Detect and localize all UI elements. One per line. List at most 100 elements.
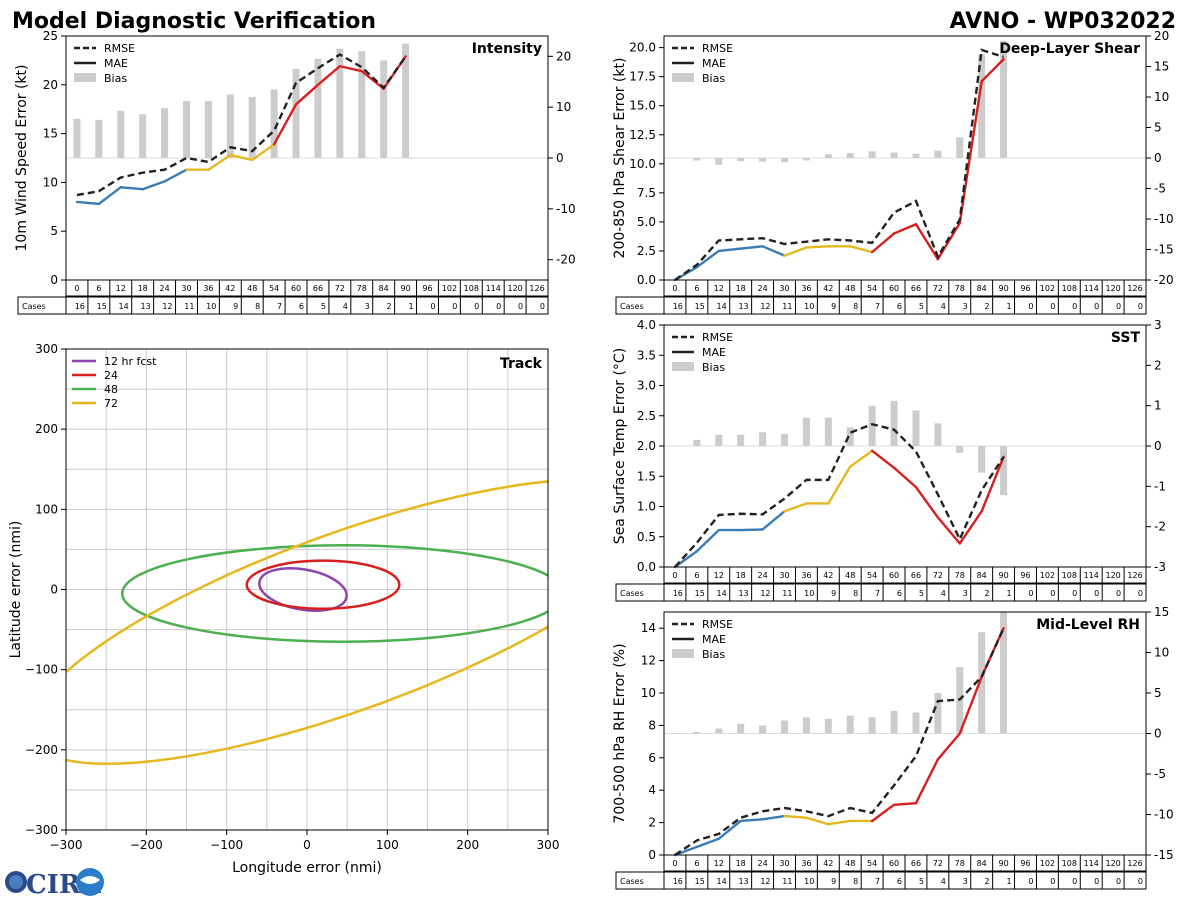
intensity-bias-bar [292, 69, 300, 158]
shear-ytick-label: 20.0 [629, 41, 656, 55]
rh-ylabel: 700-500 hPa RH Error (%) [612, 643, 628, 823]
rh-y2tick-label: -5 [1154, 767, 1166, 781]
rh-case-count: 0 [1028, 877, 1033, 886]
rh-bias-bar [781, 720, 788, 734]
sst-y2tick-label: -3 [1154, 560, 1166, 574]
intensity-bias-bar [117, 110, 125, 158]
shear-case-count: 1 [1006, 302, 1011, 311]
sst-bias-bar [824, 417, 832, 446]
shear-y2tick-label: 5 [1154, 121, 1162, 135]
rh-hour-label: 102 [1040, 859, 1055, 868]
shear-mae-segment [914, 223, 940, 261]
sst-y2tick-label: -2 [1154, 520, 1166, 534]
intensity-legend-bias-swatch [74, 73, 96, 82]
shear-mae-segment [695, 249, 720, 269]
rh-mae-segment [695, 837, 720, 849]
rh-case-count: 12 [760, 877, 770, 886]
sst-bias-bar [868, 405, 876, 446]
shear-hour-label: 126 [1127, 284, 1142, 293]
intensity-legend-rmse-label: RMSE [104, 42, 135, 55]
sst-case-count: 16 [673, 589, 683, 598]
intensity-ytick-label: 0 [50, 273, 58, 287]
intensity-hour-label: 0 [74, 284, 79, 293]
shear-hour-label: 30 [779, 284, 789, 293]
rh-hour-label: 60 [889, 859, 899, 868]
rh-ytick-label: 14 [641, 621, 656, 635]
track-xtick-label: 200 [456, 838, 479, 852]
intensity-bias-bar [336, 48, 344, 159]
sst-case-count: 5 [919, 589, 924, 598]
sst-ytick-label: 3.0 [637, 379, 656, 393]
shear-case-count: 12 [760, 302, 770, 311]
intensity-mae-segment [207, 153, 232, 171]
sst-hour-label: 0 [672, 571, 677, 580]
intensity-case-count: 1 [408, 302, 413, 311]
rh-rmse-line [674, 627, 1005, 856]
sst-case-count: 4 [941, 589, 946, 598]
rh-mae-segment [739, 818, 764, 823]
rh-y2tick-label: 10 [1154, 646, 1169, 660]
shear-y2tick-label: 20 [1154, 29, 1169, 43]
sst-cases-row [615, 583, 1147, 602]
shear-case-count: 6 [897, 302, 902, 311]
intensity-hour-label: 120 [507, 284, 522, 293]
rh-bias-bar [737, 723, 745, 734]
rh-case-count: 0 [1094, 877, 1099, 886]
intensity-legend-bias-label: Bias [104, 72, 127, 85]
intensity-cases-row [17, 296, 549, 315]
shear-bias-bar [737, 158, 745, 162]
sst-hour-label: 30 [779, 571, 789, 580]
rh-hour-label: 18 [736, 859, 746, 868]
shear-y2tick-label: 10 [1154, 90, 1169, 104]
sst-case-count: 1 [1006, 589, 1011, 598]
shear-ytick-label: 12.5 [629, 128, 656, 142]
rh-mae-segment [805, 816, 830, 826]
intensity-hour-label: 42 [225, 284, 235, 293]
shear-bias-bar [956, 137, 964, 158]
sst-bias-bar [802, 417, 810, 446]
sst-legend-bias-swatch [672, 362, 694, 371]
rh-case-count: 1 [1006, 877, 1011, 886]
sst-cases-label: Cases [620, 589, 644, 598]
track-xtick-label: −100 [210, 838, 243, 852]
intensity-mae-segment [163, 168, 188, 183]
sst-case-count: 13 [738, 589, 748, 598]
rh-bias-bar [978, 632, 986, 734]
intensity-y2tick-label: 20 [556, 49, 571, 63]
intensity-hour-label: 12 [116, 284, 126, 293]
intensity-hour-label: 84 [379, 284, 389, 293]
rh-bias-bar [693, 731, 701, 734]
rh-case-count: 4 [941, 877, 946, 886]
shear-case-count: 14 [717, 302, 727, 311]
intensity-case-count: 9 [233, 302, 238, 311]
shear-hour-label: 54 [867, 284, 877, 293]
rh-hour-label: 24 [757, 859, 767, 868]
intensity-ytick-label: 15 [43, 127, 58, 141]
sst-hour-label: 120 [1105, 571, 1120, 580]
sst-hour-label: 60 [889, 571, 899, 580]
rh-hour-label: 66 [911, 859, 921, 868]
track-ytick-label: 300 [35, 342, 58, 356]
sst-y2tick-label: 1 [1154, 399, 1162, 413]
sst-mae-segment [870, 449, 896, 469]
sst-hour-label: 48 [845, 571, 855, 580]
sst-hour-label: 102 [1040, 571, 1055, 580]
shear-hour-label: 0 [672, 284, 677, 293]
rh-case-count: 10 [804, 877, 814, 886]
rh-mae-segment [761, 814, 786, 821]
rh-legend-mae-label: MAE [702, 633, 726, 646]
intensity-hour-label: 96 [422, 284, 432, 293]
shear-case-count: 2 [985, 302, 990, 311]
rh-bias-bar [890, 710, 898, 734]
shear-case-count: 0 [1116, 302, 1121, 311]
sst-case-count: 2 [985, 589, 990, 598]
shear-legend-rmse-label: RMSE [702, 42, 733, 55]
intensity-case-count: 0 [518, 302, 523, 311]
sst-hour-label: 78 [955, 571, 965, 580]
track-xtick-label: −300 [50, 838, 83, 852]
intensity-hour-label: 30 [181, 284, 191, 293]
shear-ytick-label: 0.0 [637, 273, 656, 287]
rh-legend-bias-swatch [672, 649, 694, 658]
rh-ytick-label: 10 [641, 686, 656, 700]
